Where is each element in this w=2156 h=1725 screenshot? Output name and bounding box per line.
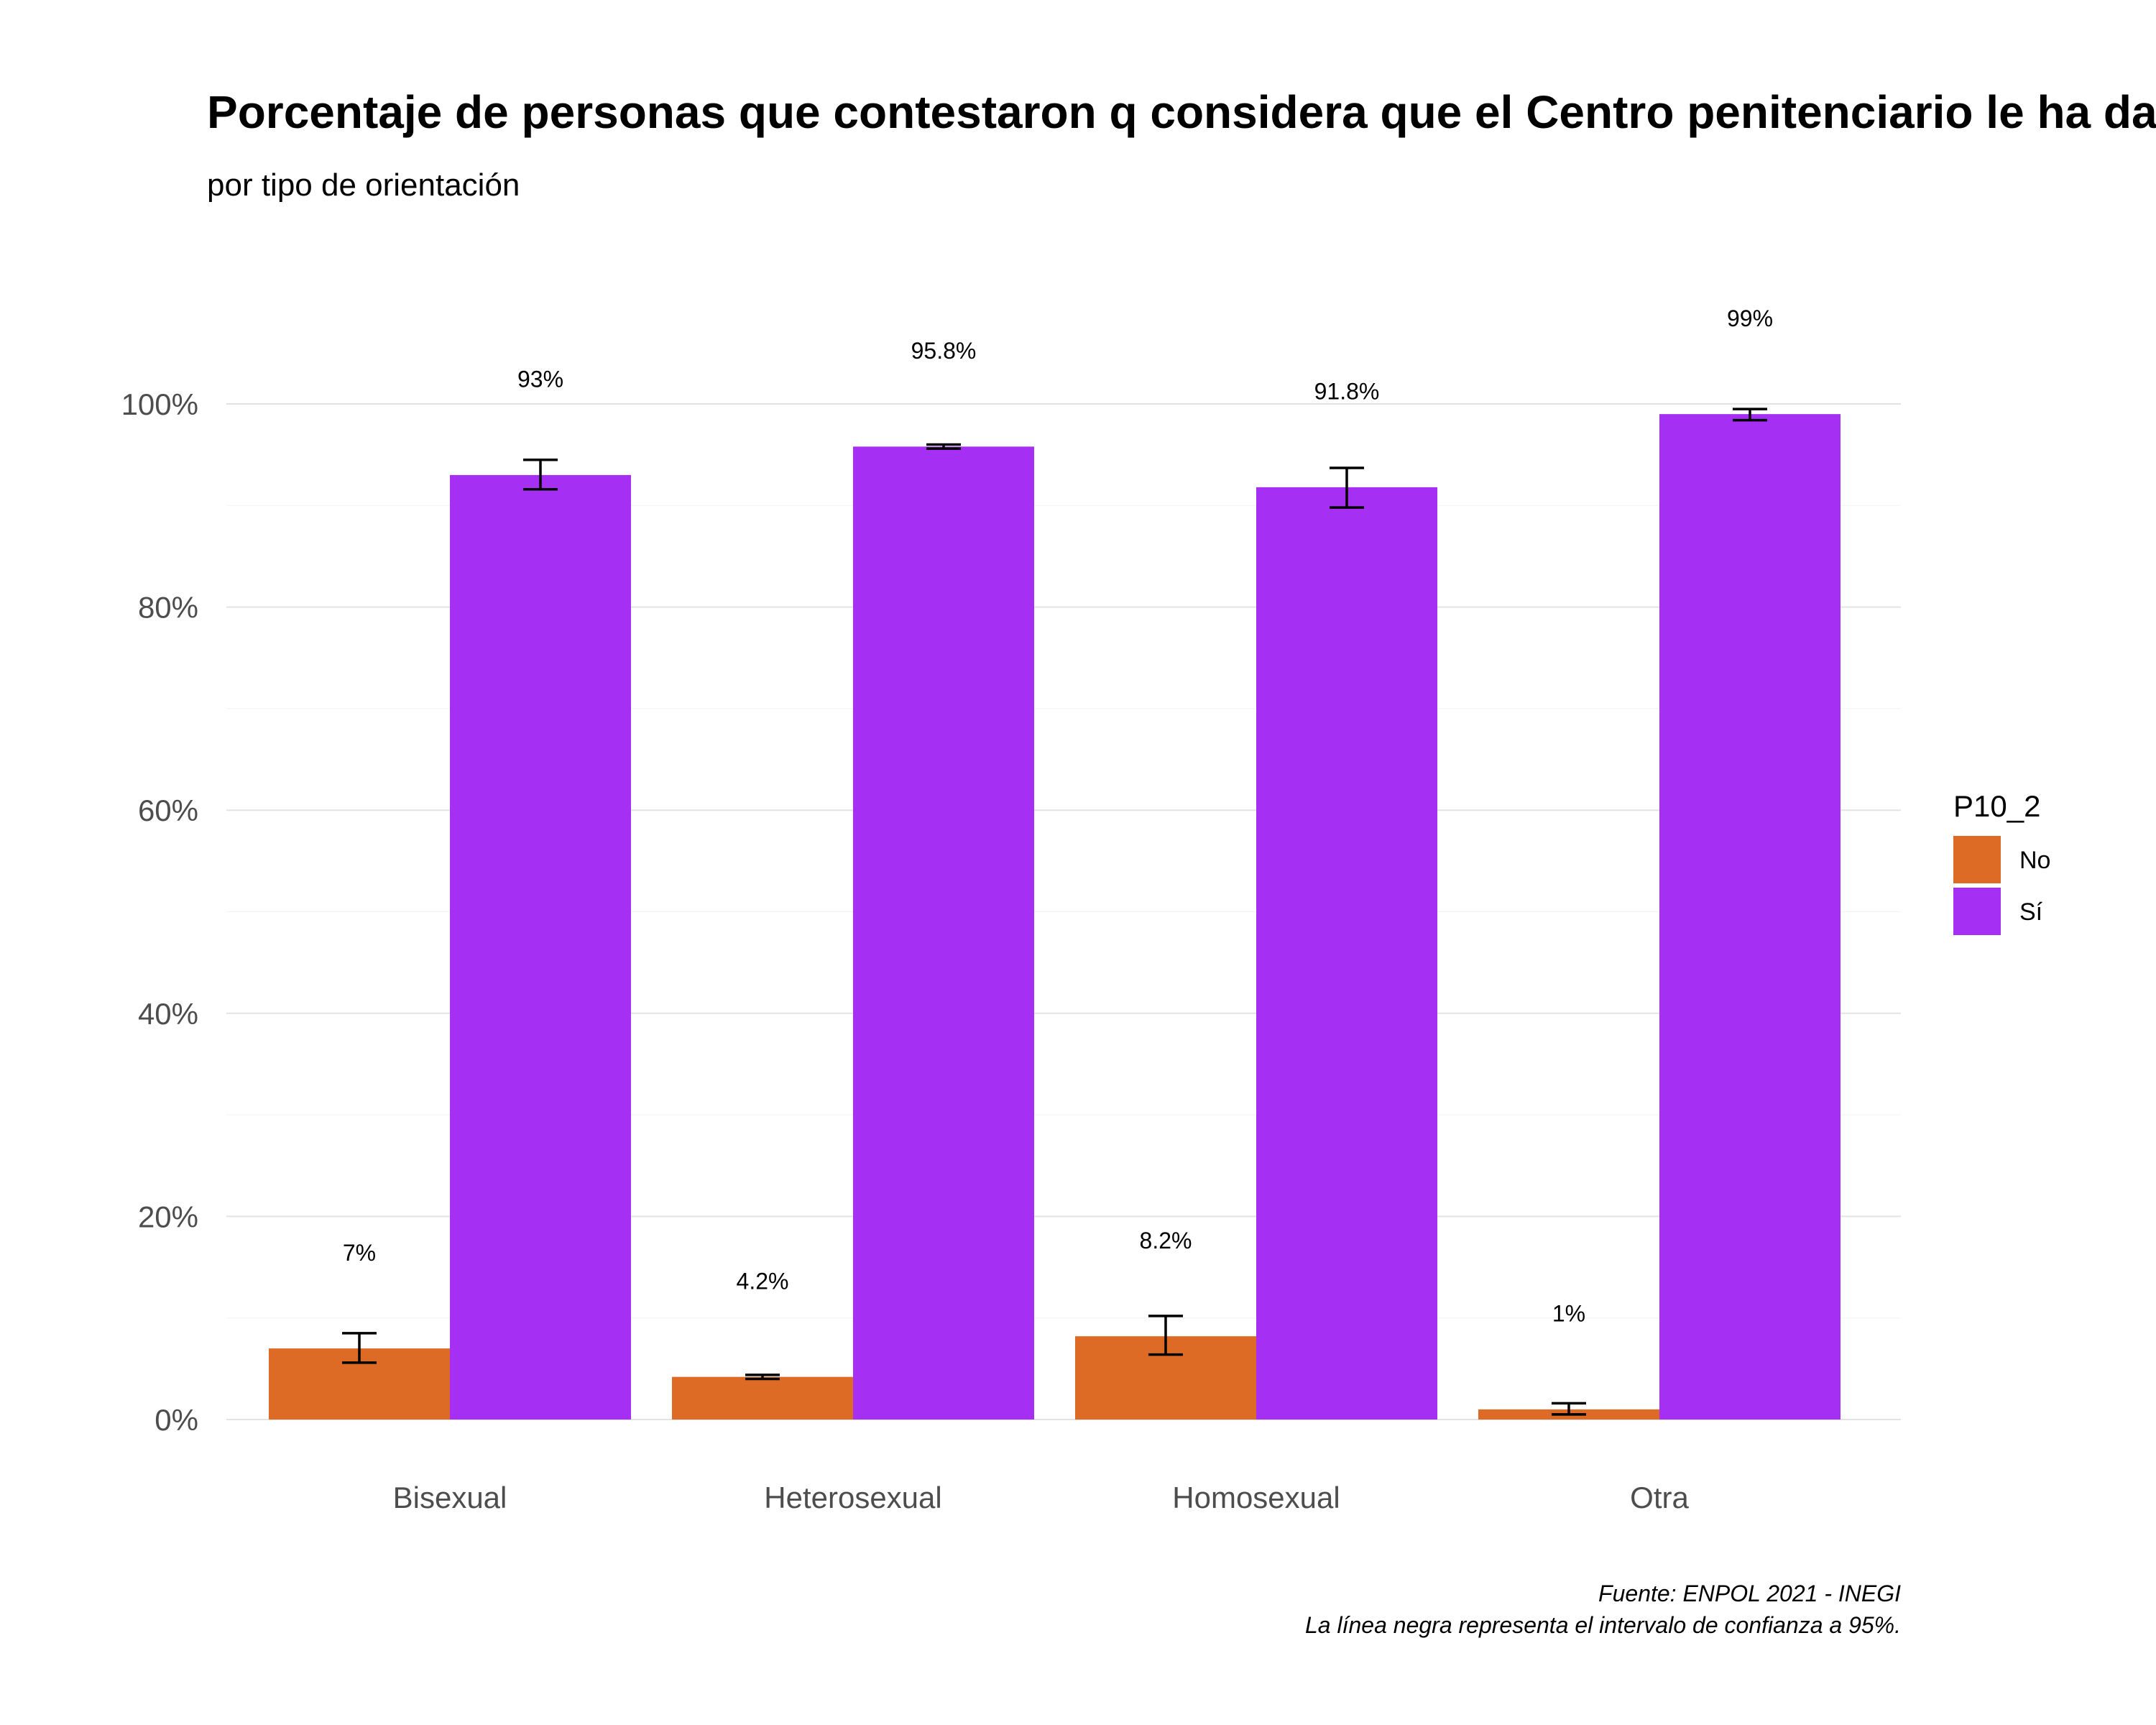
bar-si-homosexual [1256,487,1437,1420]
data-label: 8.2% [1140,1228,1192,1254]
data-label: 95.8% [911,338,977,364]
legend: P10_2 No Sí [1953,789,2050,935]
bar-si-heterosexual [853,446,1034,1420]
bars [269,414,1841,1420]
caption-note: La línea negra representa el intervalo d… [1305,1612,1901,1638]
data-label: 93% [517,367,563,392]
x-axis-ticks: Bisexual Heterosexual Homosexual Otra [393,1481,1690,1514]
legend-key-si [1953,888,2001,935]
bar-si-otra [1659,414,1841,1420]
y-tick-label: 0% [155,1403,198,1437]
legend-label: Sí [2019,898,2043,926]
legend-key-no [1953,836,2001,883]
x-tick-label: Otra [1630,1481,1689,1514]
y-tick-label: 80% [138,591,198,625]
chart-subtitle: por tipo de orientación [207,167,520,203]
legend-title: P10_2 [1953,789,2040,823]
data-label: 4.2% [737,1268,789,1294]
error-bars [342,408,1767,1416]
x-tick-label: Bisexual [393,1481,507,1514]
bar-si-bisexual [450,474,631,1420]
bar-no-heterosexual [672,1376,853,1420]
y-tick-label: 20% [138,1200,198,1233]
x-tick-label: Heterosexual [764,1481,941,1514]
caption-source: Fuente: ENPOL 2021 - INEGI [1598,1581,1901,1606]
data-label: 99% [1727,305,1773,331]
data-labels: 7% 93% 4.2% 95.8% 8.2% 91.8% 1% 99% [343,305,1773,1327]
data-label: 7% [343,1240,376,1266]
data-label: 91.8% [1314,379,1380,405]
y-tick-label: 100% [121,387,198,421]
legend-label: No [2019,847,2050,874]
chart-title: Porcentaje de personas que contestaron q… [207,86,2156,138]
y-tick-label: 40% [138,997,198,1031]
data-label: 1% [1552,1301,1585,1327]
y-axis-ticks: 0% 20% 40% 60% 80% 100% [121,387,198,1437]
x-tick-label: Homosexual [1172,1481,1340,1514]
y-tick-label: 60% [138,794,198,827]
